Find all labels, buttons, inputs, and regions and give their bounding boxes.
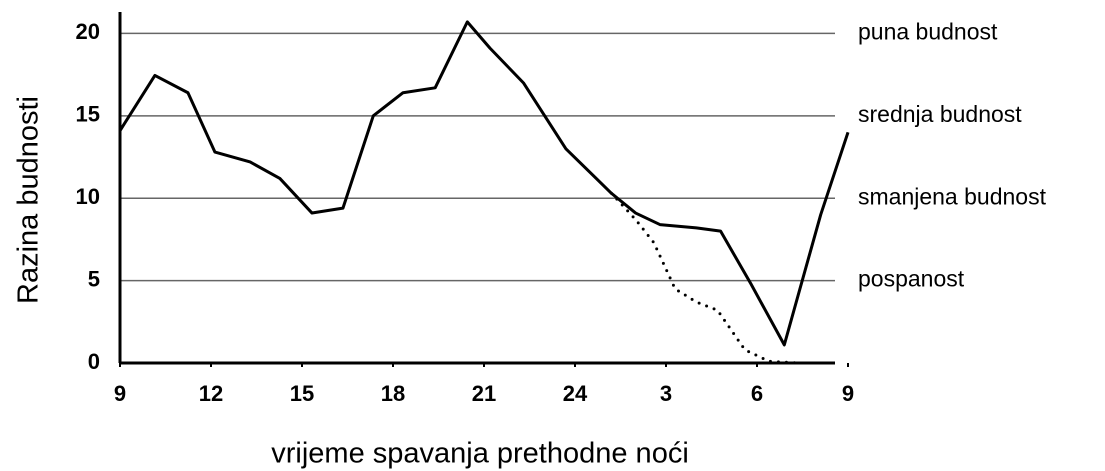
y-tick-label: 20 xyxy=(76,19,100,44)
x-tick-label: 3 xyxy=(660,381,672,406)
x-axis-label: vrijeme spavanja prethodne noći xyxy=(271,438,689,470)
zone-label: smanjena budnost xyxy=(858,183,1047,209)
x-tick-label: 18 xyxy=(381,381,405,406)
x-tick-label: 21 xyxy=(472,381,496,406)
y-tick-label: 5 xyxy=(88,266,100,291)
zone-label: pospanost xyxy=(858,266,965,292)
x-tick-label: 6 xyxy=(751,381,763,406)
y-tick-label: 15 xyxy=(76,102,100,127)
x-tick-label: 24 xyxy=(563,381,588,406)
line-series xyxy=(118,20,850,347)
zone-label: srednja budnost xyxy=(858,101,1022,127)
y-tick-label: 10 xyxy=(76,184,100,209)
y-axis-label: Razina budnosti xyxy=(13,96,45,304)
zone-label: puna budnost xyxy=(858,19,998,45)
x-tick-label: 12 xyxy=(199,381,223,406)
y-tick-label: 0 xyxy=(88,349,100,374)
line-series xyxy=(609,191,801,365)
x-tick-label: 9 xyxy=(114,381,126,406)
x-tick-label: 9 xyxy=(842,381,854,406)
x-tick-label: 15 xyxy=(290,381,314,406)
